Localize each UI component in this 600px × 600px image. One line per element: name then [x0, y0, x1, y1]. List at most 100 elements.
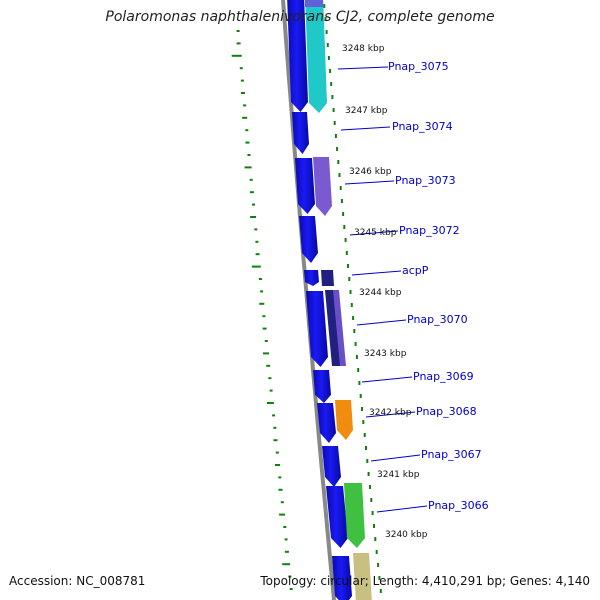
gc-content-mark: [370, 498, 373, 502]
genome-summary-text: Topology: circular; Length: 4,410,291 bp…: [260, 574, 590, 588]
gc-skew-mark: [250, 216, 257, 218]
leader-line: [340, 126, 391, 131]
gc-content-mark: [361, 407, 363, 411]
gene-label[interactable]: Pnap_3068: [416, 405, 477, 418]
gc-content-mark: [325, 30, 328, 34]
gc-content-mark: [326, 43, 329, 47]
gc-skew-mark: [273, 426, 277, 429]
feature-Pnap_3066: [344, 483, 365, 548]
gc-skew-mark: [275, 451, 279, 454]
cds-arrow: [306, 291, 328, 367]
leader-line: [337, 66, 389, 70]
gene-label[interactable]: acpP: [402, 264, 429, 277]
gc-content-mark: [336, 147, 339, 151]
gc-content-mark: [374, 537, 377, 541]
gc-skew-mark: [262, 315, 266, 318]
gc-content-mark: [350, 303, 353, 307]
gene-label[interactable]: Pnap_3066: [428, 499, 489, 512]
gc-skew-track: [231, 30, 293, 590]
position-label: 3246 kbp: [349, 167, 392, 177]
gc-content-mark: [344, 238, 347, 242]
gene-label[interactable]: Pnap_3069: [413, 370, 474, 383]
gene-label[interactable]: Pnap_3074: [392, 120, 453, 133]
gc-skew-mark: [262, 327, 267, 330]
leader-line: [365, 411, 416, 418]
cds-arrow: [292, 112, 309, 154]
label-leader-lines: [337, 66, 428, 513]
position-label: 3247 kbp: [345, 106, 388, 116]
gc-content-mark: [367, 472, 370, 476]
gc-skew-mark: [252, 203, 255, 206]
gc-content-mark: [338, 173, 341, 177]
gc-skew-mark: [255, 240, 259, 243]
gene-label[interactable]: Pnap_3070: [407, 313, 468, 326]
gc-skew-mark: [263, 352, 269, 355]
gc-skew-mark: [280, 501, 284, 504]
gc-skew-mark: [266, 364, 271, 367]
gc-content-mark: [365, 446, 367, 450]
gc-skew-mark: [239, 67, 243, 70]
leader-line: [349, 230, 399, 236]
gc-content-mark: [333, 121, 336, 125]
gc-skew-mark: [240, 79, 244, 82]
gc-content-mark: [330, 82, 333, 86]
feature-track: [287, 0, 372, 600]
gc-content-mark: [347, 264, 349, 268]
gc-content-mark: [362, 420, 365, 424]
gc-skew-mark: [264, 340, 268, 342]
feature-Pnap_3068: [335, 400, 353, 440]
feature-Pnap_3075: [305, 0, 327, 113]
gc-skew-mark: [269, 389, 273, 392]
gc-content-mark: [339, 186, 342, 190]
gene-label[interactable]: Pnap_3075: [388, 60, 449, 73]
gc-content-mark: [377, 563, 380, 567]
gc-content-mark: [373, 524, 375, 528]
gc-skew-mark: [251, 265, 261, 268]
feature-Pnap_3073: [313, 157, 332, 216]
gc-skew-mark: [273, 439, 278, 442]
cds-arrow: [295, 158, 315, 214]
gene-label[interactable]: Pnap_3072: [399, 224, 460, 237]
gc-skew-mark: [245, 141, 250, 144]
gc-content-mark: [329, 69, 332, 73]
gc-content-mark: [379, 589, 382, 593]
gc-skew-mark: [268, 377, 272, 380]
gc-skew-mark: [247, 154, 251, 156]
gc-content-mark: [352, 316, 355, 320]
leader-line: [351, 270, 402, 276]
position-label: 3243 kbp: [364, 349, 407, 359]
cds-arrow: [287, 0, 308, 112]
gc-skew-mark: [258, 278, 262, 280]
gc-skew-mark: [275, 464, 280, 466]
gc-content-mark: [375, 550, 378, 554]
gc-content-mark: [324, 17, 327, 21]
feature-acpP-band: [325, 290, 342, 366]
cds-arrow: [313, 370, 331, 403]
gc-skew-mark: [236, 42, 241, 45]
feature-Pnap_3070: [333, 290, 346, 366]
gc-content-mark: [327, 56, 330, 60]
gc-content-mark: [358, 381, 361, 385]
gc-skew-mark: [231, 54, 242, 57]
gc-content-mark: [334, 134, 337, 138]
gc-content-mark: [354, 342, 357, 346]
map-title: Polaromonas naphthalenivorans CJ2, compl…: [105, 9, 495, 25]
gene-label[interactable]: Pnap_3067: [421, 448, 482, 461]
gc-skew-mark: [242, 116, 248, 119]
position-label: 3240 kbp: [385, 530, 428, 540]
gc-content-mark: [355, 355, 358, 359]
gc-skew-mark: [245, 129, 249, 132]
gc-skew-mark: [255, 253, 260, 256]
gc-content-mark: [363, 433, 366, 437]
gc-skew-mark: [249, 191, 254, 194]
gc-content-mark: [369, 485, 371, 489]
gc-skew-mark: [236, 30, 240, 32]
gc-content-mark: [323, 4, 326, 8]
cds-arrow: [299, 216, 318, 263]
position-label: 3248 kbp: [342, 44, 385, 54]
gc-skew-mark: [243, 104, 247, 107]
accession-text: Accession: NC_008781: [9, 574, 146, 588]
gc-content-mark: [349, 290, 352, 294]
gc-content-mark: [340, 199, 343, 203]
gene-label[interactable]: Pnap_3073: [395, 174, 456, 187]
